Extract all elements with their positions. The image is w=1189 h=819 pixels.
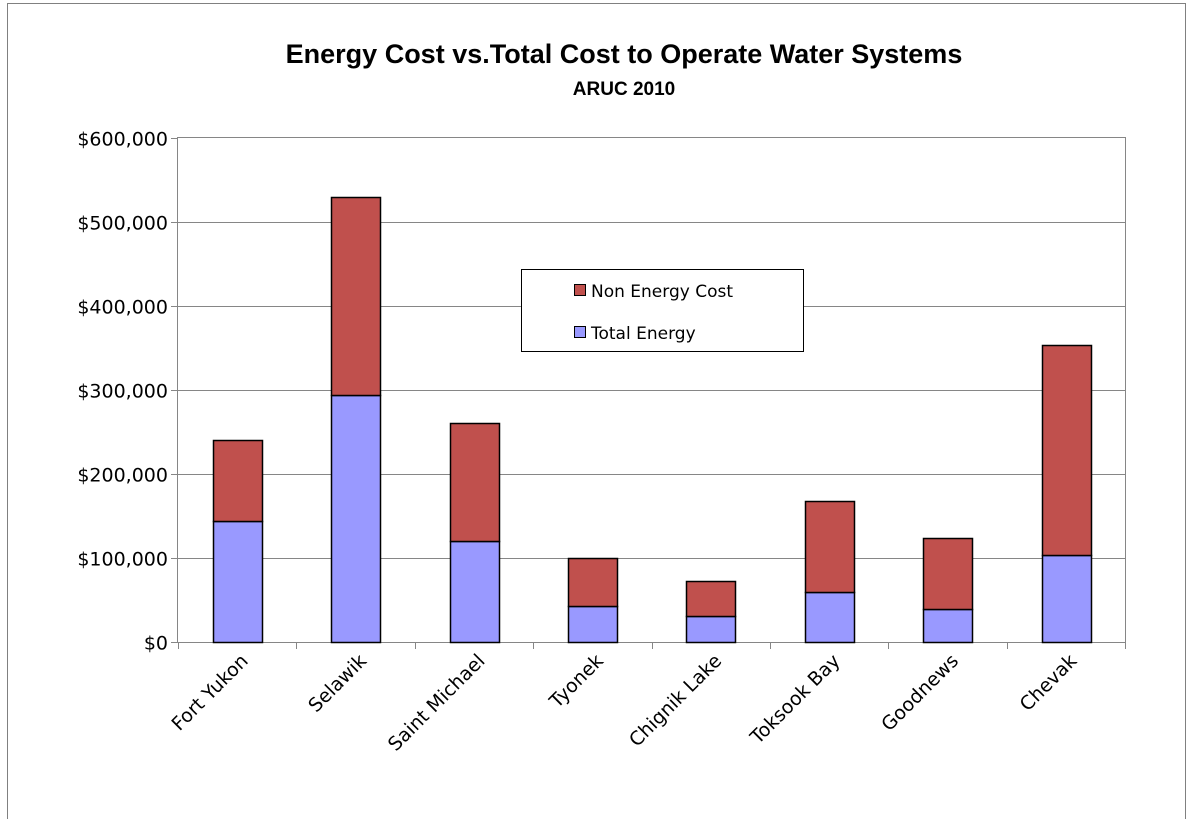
- legend: Non Energy Cost Total Energy: [521, 269, 804, 352]
- chart-subtitle: ARUC 2010: [573, 79, 675, 100]
- bar-total-energy-toksook-bay: [804, 591, 856, 644]
- bar-non-energy-cost-chevak: [1041, 344, 1093, 557]
- bar-non-energy-cost-saint-michael: [449, 422, 501, 543]
- legend-label-non-energy-cost: Non Energy Cost: [591, 282, 733, 302]
- bar-total-energy-tyonek: [567, 605, 619, 644]
- bar-total-energy-saint-michael: [449, 540, 501, 644]
- bar-non-energy-cost-chignik-lake: [685, 580, 737, 618]
- bar-total-energy-selawik: [330, 394, 382, 644]
- bar-total-energy-chignik-lake: [685, 615, 737, 644]
- legend-label-total-energy: Total Energy: [590, 324, 696, 344]
- y-tick-label: $100,000: [77, 549, 168, 571]
- bar-non-energy-cost-selawik: [330, 196, 382, 397]
- y-axis: $0 $100,000 $200,000 $300,000 $400,000 $500,0…: [77, 129, 178, 655]
- bar-total-energy-goodnews: [922, 608, 974, 644]
- y-tick-label: $300,000: [77, 381, 168, 403]
- y-tick-label: $400,000: [77, 297, 168, 319]
- chart-title: Energy Cost vs.Total Cost to Operate Wat…: [286, 39, 963, 69]
- bar-total-energy-fort-yukon: [212, 520, 264, 644]
- y-tick-label: $500,000: [77, 213, 168, 235]
- y-tick-label: $0: [144, 633, 168, 655]
- y-tick-label: $600,000: [77, 129, 168, 151]
- legend-swatch-total-energy: [574, 326, 586, 338]
- bar-total-energy-chevak: [1041, 554, 1093, 644]
- bar-non-energy-cost-tyonek: [567, 557, 619, 608]
- bar-non-energy-cost-toksook-bay: [804, 500, 856, 594]
- bar-non-energy-cost-fort-yukon: [212, 439, 264, 523]
- y-tick-label: $200,000: [77, 465, 168, 487]
- bars: [212, 196, 1093, 644]
- bar-non-energy-cost-goodnews: [922, 537, 974, 611]
- legend-swatch-non-energy-cost: [574, 284, 586, 296]
- legend-box: [521, 269, 804, 352]
